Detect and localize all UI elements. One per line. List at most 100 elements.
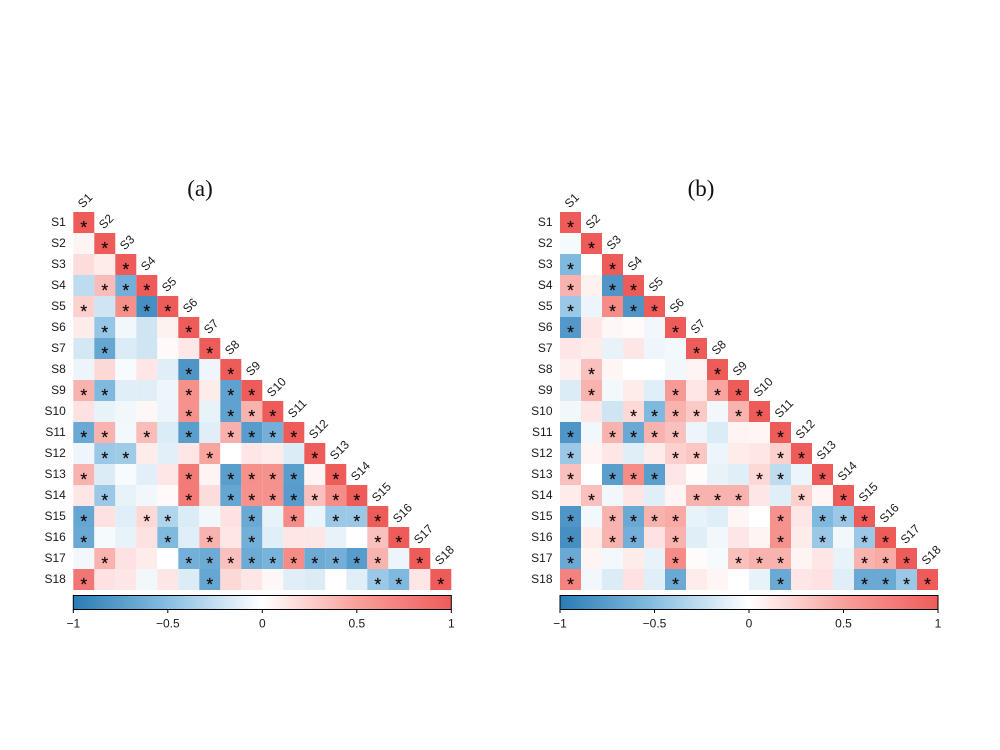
svg-text:*: *	[227, 364, 234, 384]
svg-text:*: *	[735, 553, 742, 573]
svg-text:*: *	[122, 280, 129, 300]
svg-text:*: *	[630, 469, 637, 489]
svg-text:*: *	[567, 511, 574, 531]
svg-text:*: *	[227, 406, 234, 426]
svg-text:*: *	[777, 574, 784, 594]
svg-text:*: *	[672, 406, 679, 426]
svg-text:*: *	[609, 469, 616, 489]
svg-text:S9: S9	[51, 383, 66, 397]
svg-text:*: *	[840, 511, 847, 531]
svg-text:*: *	[567, 469, 574, 489]
svg-text:*: *	[101, 385, 108, 405]
svg-text:*: *	[756, 406, 763, 426]
svg-text:*: *	[164, 511, 171, 531]
svg-text:*: *	[269, 427, 276, 447]
svg-text:*: *	[798, 448, 805, 468]
svg-text:*: *	[735, 385, 742, 405]
svg-text:S6: S6	[51, 320, 66, 334]
svg-text:*: *	[80, 574, 87, 594]
svg-text:S8: S8	[538, 362, 553, 376]
svg-text:*: *	[122, 259, 129, 279]
svg-text:*: *	[819, 511, 826, 531]
svg-text:*: *	[567, 301, 574, 321]
svg-text:S3: S3	[51, 257, 66, 271]
svg-text:*: *	[735, 406, 742, 426]
svg-text:*: *	[630, 511, 637, 531]
svg-text:S16: S16	[531, 530, 553, 544]
svg-text:*: *	[609, 427, 616, 447]
svg-text:*: *	[227, 385, 234, 405]
svg-text:*: *	[840, 490, 847, 510]
svg-text:S15: S15	[44, 509, 66, 523]
svg-text:*: *	[101, 490, 108, 510]
svg-text:S18: S18	[531, 572, 553, 586]
svg-text:*: *	[672, 511, 679, 531]
svg-text:*: *	[693, 448, 700, 468]
svg-text:*: *	[861, 532, 868, 552]
svg-text:*: *	[588, 238, 595, 258]
svg-text:*: *	[672, 427, 679, 447]
svg-text:S12: S12	[44, 446, 66, 460]
svg-text:*: *	[248, 532, 255, 552]
svg-text:*: *	[567, 448, 574, 468]
svg-text:0: 0	[746, 617, 753, 631]
svg-text:*: *	[374, 553, 381, 573]
svg-text:*: *	[269, 469, 276, 489]
svg-text:*: *	[185, 322, 192, 342]
svg-text:*: *	[122, 301, 129, 321]
svg-text:S11: S11	[45, 425, 66, 439]
svg-text:*: *	[227, 490, 234, 510]
svg-text:*: *	[332, 511, 339, 531]
svg-text:−1: −1	[66, 617, 80, 631]
svg-text:*: *	[651, 406, 658, 426]
svg-text:*: *	[882, 532, 889, 552]
svg-text:0.5: 0.5	[348, 617, 365, 631]
svg-text:S3: S3	[538, 257, 553, 271]
svg-text:S9: S9	[538, 383, 553, 397]
svg-text:*: *	[861, 511, 868, 531]
svg-text:0.5: 0.5	[835, 617, 852, 631]
svg-text:*: *	[693, 490, 700, 510]
svg-text:*: *	[269, 490, 276, 510]
svg-text:*: *	[609, 259, 616, 279]
svg-text:*: *	[395, 532, 402, 552]
svg-text:*: *	[903, 574, 910, 594]
svg-text:*: *	[311, 490, 318, 510]
svg-text:*: *	[714, 364, 721, 384]
svg-text:1: 1	[935, 617, 942, 631]
svg-text:*: *	[924, 574, 931, 594]
svg-text:*: *	[185, 364, 192, 384]
svg-text:0: 0	[259, 617, 266, 631]
svg-text:−1: −1	[553, 617, 567, 631]
svg-text:*: *	[693, 406, 700, 426]
svg-text:S1: S1	[51, 215, 66, 229]
svg-text:*: *	[269, 406, 276, 426]
svg-text:*: *	[416, 553, 423, 573]
svg-text:S7: S7	[51, 341, 66, 355]
svg-text:*: *	[630, 427, 637, 447]
svg-text:*: *	[185, 427, 192, 447]
svg-text:*: *	[311, 553, 318, 573]
svg-text:*: *	[101, 343, 108, 363]
svg-text:*: *	[374, 574, 381, 594]
svg-text:*: *	[630, 406, 637, 426]
svg-text:*: *	[735, 490, 742, 510]
svg-text:S11: S11	[532, 425, 553, 439]
svg-text:*: *	[227, 427, 234, 447]
svg-text:*: *	[777, 553, 784, 573]
svg-text:*: *	[290, 490, 297, 510]
svg-text:*: *	[101, 280, 108, 300]
svg-text:*: *	[630, 301, 637, 321]
svg-text:*: *	[164, 532, 171, 552]
svg-text:*: *	[882, 574, 889, 594]
svg-text:*: *	[206, 532, 213, 552]
svg-text:*: *	[185, 385, 192, 405]
svg-text:S17: S17	[44, 551, 66, 565]
svg-text:*: *	[185, 469, 192, 489]
svg-text:*: *	[80, 301, 87, 321]
svg-text:*: *	[819, 469, 826, 489]
svg-text:*: *	[311, 448, 318, 468]
svg-text:S13: S13	[531, 467, 553, 481]
svg-text:*: *	[395, 574, 402, 594]
svg-text:S13: S13	[44, 467, 66, 481]
